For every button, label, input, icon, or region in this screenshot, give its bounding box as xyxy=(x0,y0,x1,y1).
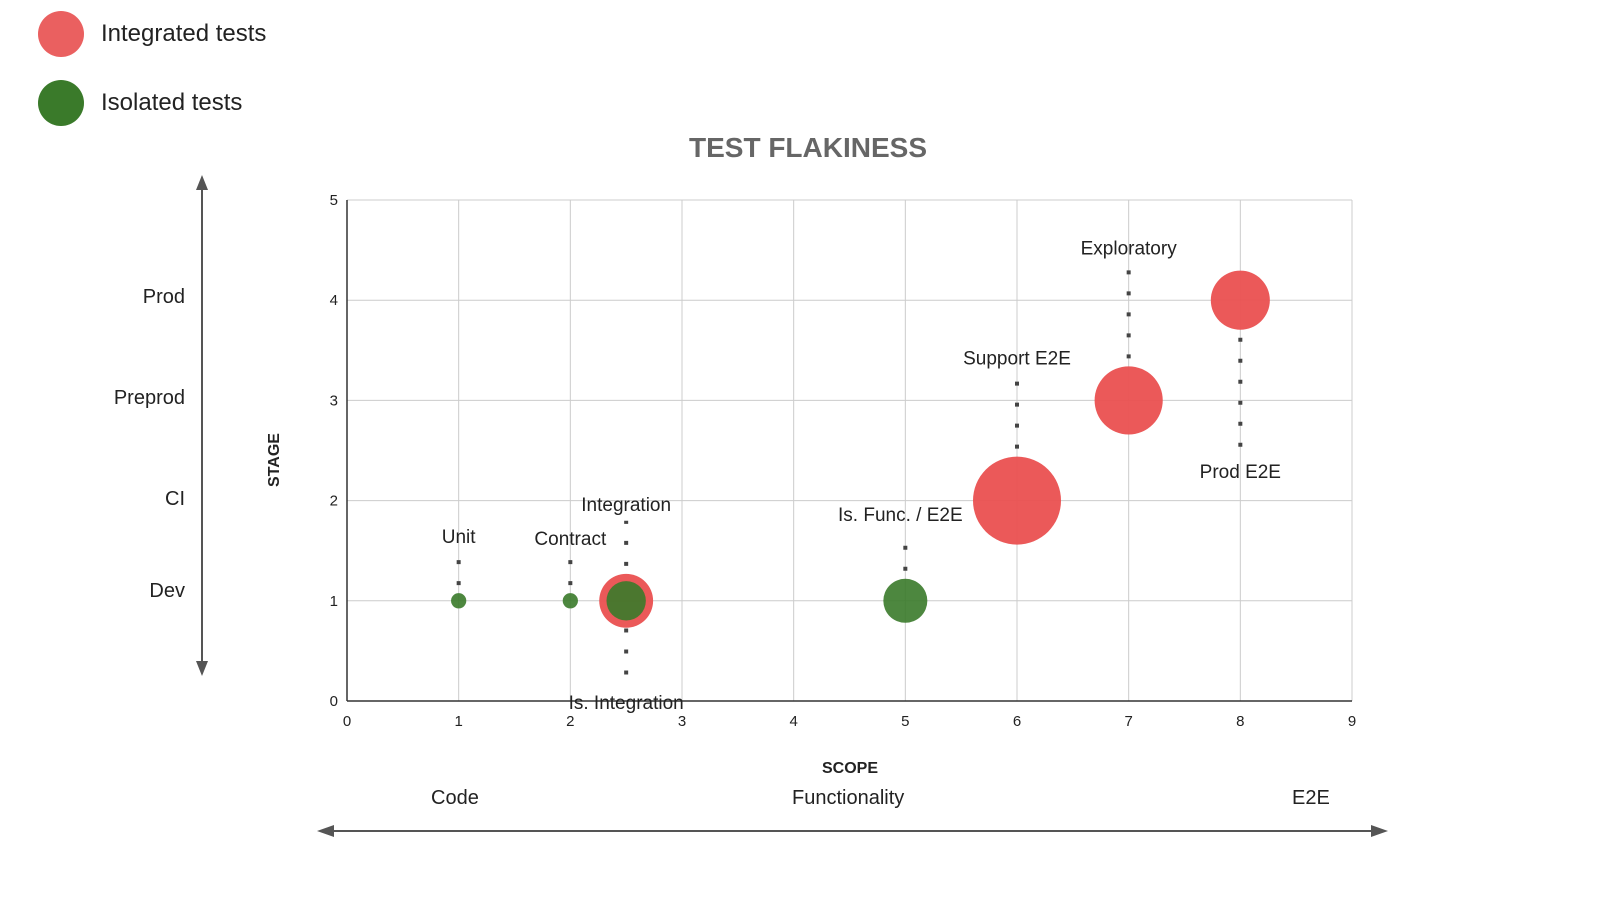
point-label: Is. Func. / E2E xyxy=(838,505,963,526)
stage-label-preprod: Preprod xyxy=(113,387,185,409)
x-tick-label: 4 xyxy=(789,713,797,730)
bubble-support-e2e xyxy=(973,456,1061,545)
legend-swatch-integrated xyxy=(38,11,84,57)
x-tick-label: 0 xyxy=(343,713,351,730)
chart-title: TEST FLAKINESS xyxy=(689,132,927,163)
bubble-is-integration xyxy=(606,581,646,621)
y-tick-label: 2 xyxy=(330,493,338,510)
bubble-unit xyxy=(451,593,467,609)
point-labels: Integration Support E2E Exploratory Prod E2… xyxy=(442,238,1281,713)
stage-arrow xyxy=(196,175,208,676)
y-tick-label: 4 xyxy=(330,292,338,309)
x-tick-label: 9 xyxy=(1348,713,1356,730)
x-axis-title: SCOPE xyxy=(822,760,878,777)
x-tick-label: 5 xyxy=(901,713,909,730)
y-tick-label: 1 xyxy=(330,593,338,610)
x-tick-label: 1 xyxy=(454,713,462,730)
x-tick-label: 2 xyxy=(566,713,574,730)
bubble-is-func-e2e xyxy=(883,578,928,623)
legend-label-integrated: Integrated tests xyxy=(101,20,267,47)
bubble-prod-e2e xyxy=(1210,270,1270,330)
scope-label-e2e: E2E xyxy=(1292,787,1330,809)
x-tick-label: 3 xyxy=(678,713,686,730)
stage-label-prod: Prod xyxy=(142,286,185,308)
legend-label-isolated: Isolated tests xyxy=(101,89,243,116)
x-tick-label: 6 xyxy=(1013,713,1021,730)
stage-label-dev: Dev xyxy=(149,580,185,602)
point-label: Support E2E xyxy=(963,349,1071,370)
x-tick-label: 8 xyxy=(1236,713,1244,730)
bubble-exploratory xyxy=(1094,366,1163,435)
point-label: Exploratory xyxy=(1081,238,1178,259)
y-tick-label: 0 xyxy=(330,693,338,710)
point-label: Contract xyxy=(534,529,607,550)
x-tick-label: 7 xyxy=(1124,713,1132,730)
scope-label-code: Code xyxy=(431,787,479,809)
tick-labels: 0 1 2 3 4 5 6 7 8 9 0 1 2 3 4 5 xyxy=(330,192,1357,730)
legend-swatch-isolated xyxy=(38,80,84,126)
y-axis-title: STAGE xyxy=(266,433,283,487)
point-label: Is. Integration xyxy=(569,693,684,714)
point-label: Unit xyxy=(442,527,477,548)
leader-lines xyxy=(456,264,1243,687)
scope-label-functionality: Functionality xyxy=(792,787,905,809)
bubbles xyxy=(451,270,1270,628)
grid xyxy=(346,199,1353,702)
scope-arrow xyxy=(317,825,1388,837)
point-label: Prod E2E xyxy=(1200,462,1281,483)
bubble-contract xyxy=(562,593,578,609)
y-tick-label: 5 xyxy=(330,192,338,209)
point-label: Integration xyxy=(581,495,671,516)
y-tick-label: 3 xyxy=(330,392,338,409)
stage-label-ci: CI xyxy=(165,488,185,510)
